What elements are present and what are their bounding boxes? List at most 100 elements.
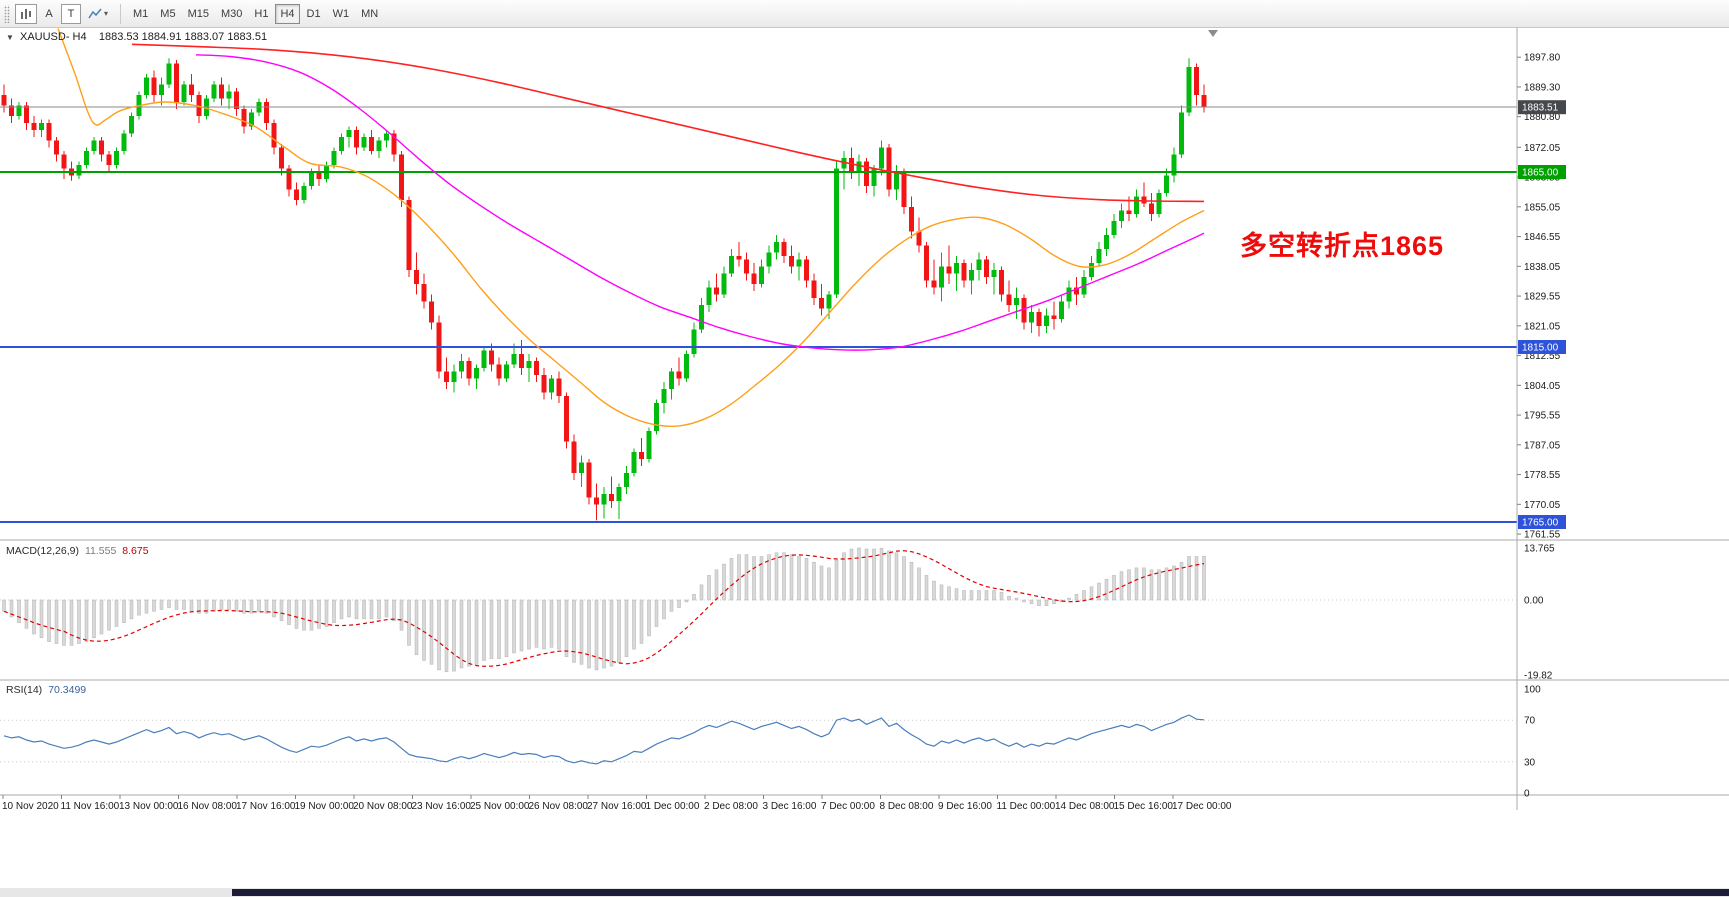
candle-body xyxy=(1141,196,1147,204)
macd-bar xyxy=(77,599,81,644)
price-tag xyxy=(1518,340,1566,354)
candle-body xyxy=(834,168,839,295)
candle-body xyxy=(549,378,554,393)
macd-bar xyxy=(677,599,681,608)
text-tool-button[interactable]: T xyxy=(61,3,81,24)
candle-body xyxy=(774,242,779,253)
candle-body xyxy=(729,256,734,274)
macd-bar xyxy=(1037,599,1041,606)
candle-body xyxy=(24,105,29,123)
macd-bar xyxy=(849,548,854,601)
macd-bar xyxy=(264,599,269,614)
toolbar-grip[interactable] xyxy=(4,4,10,23)
macd-bar xyxy=(444,599,449,673)
macd-bar xyxy=(864,548,869,601)
candle-body xyxy=(496,364,502,379)
candle-body xyxy=(174,63,179,102)
candle-body xyxy=(871,168,877,186)
macd-bar xyxy=(362,599,366,620)
chart-shift-marker-icon[interactable] xyxy=(1208,30,1218,37)
candles-layer xyxy=(1,58,1207,521)
candle-body xyxy=(1096,249,1102,263)
price-tag-label: 1865.00 xyxy=(1522,168,1559,179)
candle-body xyxy=(459,361,464,372)
rsi-indicator-label: RSI(14) 70.3499 xyxy=(6,684,86,696)
macd-bar xyxy=(1014,597,1019,601)
timeframe-button-h1[interactable]: H1 xyxy=(254,7,269,20)
candle-body xyxy=(1164,175,1169,193)
candle-body xyxy=(1186,67,1192,113)
candle-body xyxy=(1059,301,1064,319)
macd-signal-line xyxy=(3,550,1205,667)
time-axis-labels: 10 Nov 2020 11 Nov 16:00 13 Nov 00:00 16 No… xyxy=(2,795,1232,812)
time-axis-label: 17 Dec 00:00 xyxy=(1172,801,1232,812)
macd-bar xyxy=(714,569,719,601)
timeframe-button-m15[interactable]: M15 xyxy=(187,7,209,20)
annotate-a-button[interactable]: A xyxy=(45,7,53,20)
candle-body xyxy=(16,105,22,116)
timeframe-button-w1[interactable]: W1 xyxy=(332,7,350,20)
timeframe-button-h4[interactable]: H4 xyxy=(275,3,300,24)
timeframe-button-mn[interactable]: MN xyxy=(361,7,379,20)
candle-body xyxy=(61,154,67,169)
time-axis-label: 15 Dec 16:00 xyxy=(1114,801,1174,812)
timeframe-button-m30[interactable]: M30 xyxy=(220,7,243,20)
candle-body xyxy=(526,361,532,368)
price-tag-label: 1815.00 xyxy=(1522,343,1559,354)
macd-bar xyxy=(962,590,966,601)
candle-body xyxy=(856,161,862,172)
macd-bar xyxy=(114,599,119,627)
horizontal-scrollbar[interactable] xyxy=(0,888,1729,897)
macd-bar xyxy=(804,558,809,601)
macd-bar xyxy=(1022,599,1026,603)
macd-bar xyxy=(834,560,839,601)
timeframe-button-m1[interactable]: M1 xyxy=(133,7,149,20)
macd-bar xyxy=(894,552,899,601)
macd-bar xyxy=(377,599,381,620)
macd-bar xyxy=(752,556,756,601)
candle-body xyxy=(661,389,667,403)
candle-body xyxy=(736,256,742,260)
price-axis-label: 1761.55 xyxy=(1524,530,1561,541)
macd-bar xyxy=(879,547,884,601)
candle-body xyxy=(234,91,239,109)
candle-body xyxy=(166,63,172,85)
price-axis-label: 1846.55 xyxy=(1524,232,1561,243)
rsi-pane[interactable] xyxy=(0,680,1517,795)
candle-body xyxy=(144,77,149,95)
macd-bar xyxy=(999,592,1004,601)
chart-canvas[interactable]: 1897.801889.301880.801872.051863.551855.… xyxy=(0,28,1729,897)
candle-body xyxy=(376,140,382,151)
candle-body xyxy=(286,168,292,190)
expand-triangle-icon[interactable]: ▼ xyxy=(6,33,14,42)
chart-bars-button[interactable] xyxy=(15,3,37,24)
scrollbar-thumb[interactable] xyxy=(232,889,1729,896)
candle-body xyxy=(76,165,82,176)
timeframe-button-m5[interactable]: M5 xyxy=(160,7,176,20)
candle-body xyxy=(616,487,622,501)
timeframe-button-d1[interactable]: D1 xyxy=(306,7,321,20)
macd-bar xyxy=(1007,595,1011,601)
macd-bar xyxy=(842,552,846,601)
macd-bar xyxy=(1044,599,1049,606)
candle-body xyxy=(721,273,727,295)
candle-body xyxy=(826,294,832,309)
candle-body xyxy=(976,259,982,270)
candle-body xyxy=(954,263,959,274)
macd-axis-label: 13.765 xyxy=(1524,544,1555,555)
time-axis-label: 8 Dec 08:00 xyxy=(880,801,934,812)
macd-bar xyxy=(984,590,989,601)
macd-bar xyxy=(594,599,599,671)
toolbar-separator xyxy=(120,3,122,24)
candle-body xyxy=(474,368,479,379)
macd-bar xyxy=(437,599,441,671)
macd-bar xyxy=(954,588,959,601)
candle-body xyxy=(796,259,802,267)
macd-bar xyxy=(39,599,44,639)
macd-bar xyxy=(137,599,141,616)
candle-body xyxy=(294,189,299,200)
main-chart-pane[interactable] xyxy=(0,28,1517,540)
line-studies-dropdown[interactable]: ▾ xyxy=(83,4,113,24)
candle-body xyxy=(916,231,922,246)
macd-bar xyxy=(767,554,771,601)
